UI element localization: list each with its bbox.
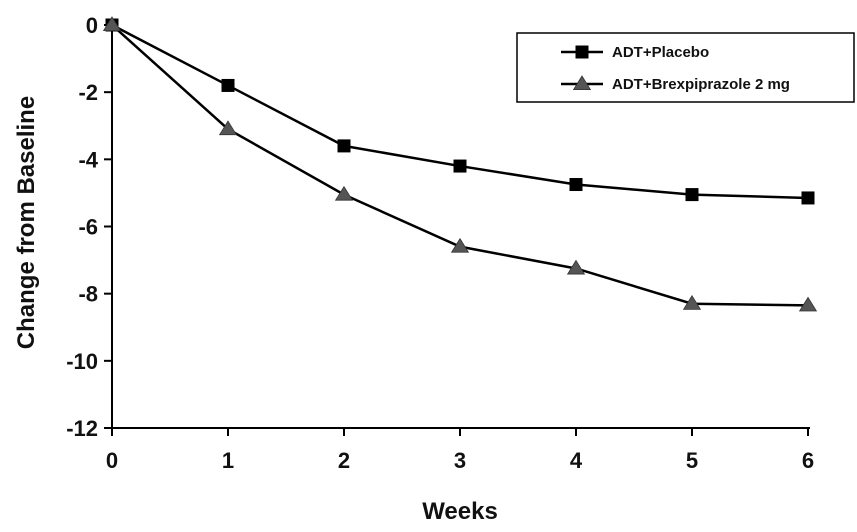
y-axis-title: Change from Baseline [13,96,40,349]
data-point [569,178,583,192]
y-tick-label: -12 [66,416,98,441]
x-tick-label: 5 [686,448,698,473]
y-tick-label: -8 [78,282,98,307]
x-tick-label: 3 [454,448,466,473]
x-axis-title: Weeks [422,498,498,525]
x-tick-label: 4 [570,448,583,473]
series-placebo [105,18,815,205]
y-tick-label: -2 [78,80,98,105]
series-brexpiprazole [102,16,818,312]
data-point [685,188,699,202]
data-point [218,120,238,136]
x-tick-label: 0 [106,448,118,473]
legend-item: ADT+Placebo [561,44,709,61]
y-tick-label: 0 [86,13,98,38]
data-point [798,296,818,312]
data-point [801,191,815,205]
x-tick-label: 1 [222,448,234,473]
data-point [453,159,467,173]
legend-marker [575,45,589,59]
x-tick-label: 6 [802,448,814,473]
y-tick-label: -6 [78,215,98,240]
legend-label: ADT+Placebo [612,44,709,61]
legend-label: ADT+Brexpiprazole 2 mg [612,76,790,93]
y-tick-label: -4 [78,147,98,172]
data-point [337,139,351,153]
legend: ADT+Placebo ADT+Brexpiprazole 2 mg [516,32,855,103]
data-point [221,78,235,92]
data-point [334,185,354,201]
x-tick-label: 2 [338,448,350,473]
data-point [566,259,586,275]
legend-marker [572,75,592,90]
series-layer [102,16,818,312]
axes: 0 -2 -4 -6 -8 -10 -12 0 1 2 3 4 5 6 [66,13,814,473]
data-point [682,294,702,310]
data-point [450,237,470,253]
legend-box [516,32,855,103]
y-tick-label: -10 [66,349,98,374]
data-point [102,16,122,32]
legend-item: ADT+Brexpiprazole 2 mg [561,75,790,93]
